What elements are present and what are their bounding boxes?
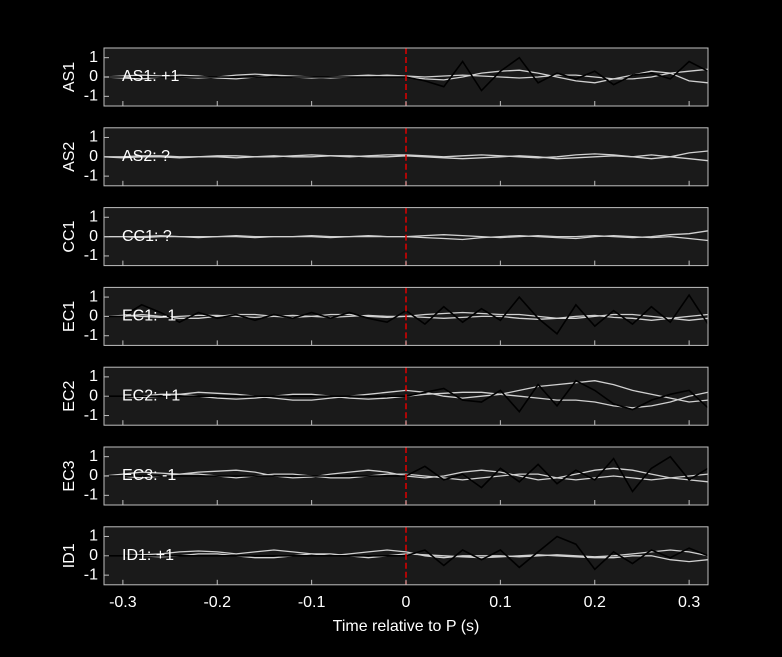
y-tick-label: 1 [89,528,98,545]
y-axis-label: ID1 [61,543,78,568]
y-axis-label: AS2 [61,142,78,172]
y-tick-label: 0 [89,68,98,85]
y-tick-label: 1 [89,49,98,66]
station-annotation: EC3: -1 [122,467,176,484]
y-tick-label: 1 [89,448,98,465]
y-axis-label: AS1 [61,62,78,92]
x-tick-label: 0.1 [489,594,511,611]
y-tick-label: 1 [89,129,98,146]
y-tick-label: -1 [84,88,98,105]
y-tick-label: 1 [89,288,98,305]
trace [104,549,709,559]
y-tick-label: 0 [89,308,98,325]
y-tick-label: 1 [89,208,98,225]
y-tick-label: -1 [84,247,98,264]
x-tick-label: 0 [402,594,411,611]
x-tick-label: 0.3 [678,594,700,611]
y-tick-label: 0 [89,387,98,404]
station-annotation: AS2: ? [122,148,170,165]
y-axis-label: EC3 [61,460,78,491]
station-annotation: EC1: -1 [122,308,176,325]
y-tick-label: 0 [89,467,98,484]
x-tick-label: -0.3 [109,594,137,611]
station-annotation: CC1: ? [122,228,172,245]
y-tick-label: -1 [84,327,98,344]
y-axis-label: EC1 [61,301,78,332]
x-tick-label: -0.2 [203,594,231,611]
y-tick-label: -1 [84,407,98,424]
y-tick-label: 0 [89,547,98,564]
y-tick-label: 1 [89,368,98,385]
y-tick-label: 0 [89,148,98,165]
y-tick-label: -1 [84,487,98,504]
x-tick-label: -0.1 [298,594,326,611]
y-tick-label: 0 [89,228,98,245]
station-annotation: EC2: +1 [122,387,180,404]
y-axis-label: EC2 [61,381,78,412]
x-axis-label: Time relative to P (s) [333,618,480,635]
y-tick-label: -1 [84,167,98,184]
x-tick-label: 0.2 [584,594,606,611]
y-tick-label: -1 [84,566,98,583]
station-annotation: AS1: +1 [122,68,179,85]
y-axis-label: CC1 [61,220,78,252]
station-annotation: ID1: +1 [122,547,174,564]
